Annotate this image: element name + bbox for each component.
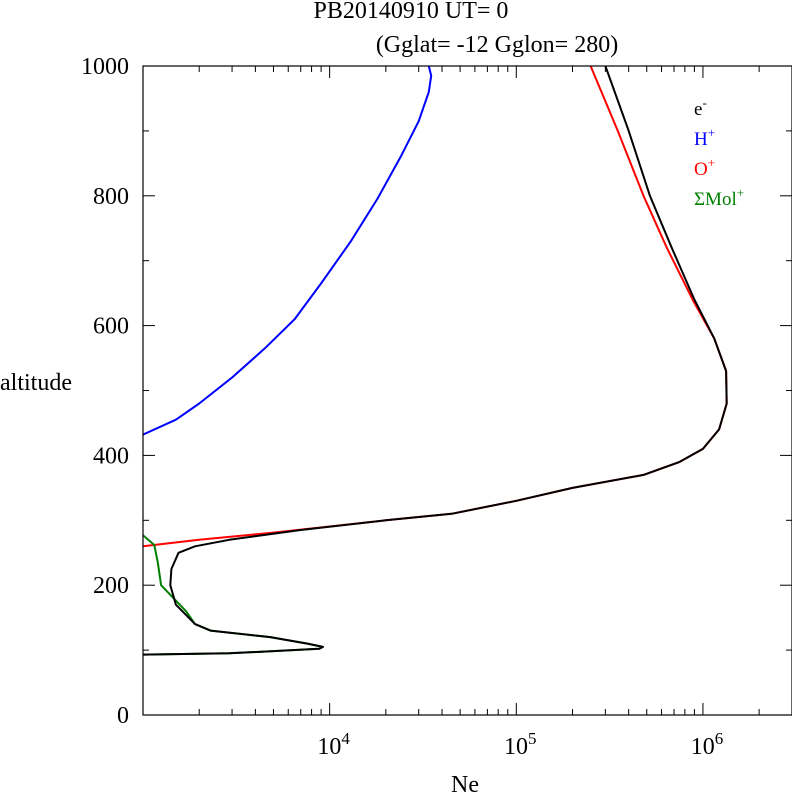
x-tick-base: 10 [504,734,528,760]
legend-superscript: - [702,95,706,110]
series-line-e [143,66,728,656]
legend-superscript: + [708,125,715,140]
x-tick-label: 105 [504,729,537,760]
y-axis-label: altitude [0,370,72,396]
legend-label: O [694,159,708,180]
legend-superscript: + [708,155,715,170]
legend-entry: H+ [694,125,715,150]
series-lines [143,66,728,656]
series-line-h [143,66,433,436]
x-tick-base: 10 [691,734,715,760]
legend-label: ΣMol [694,189,737,210]
legend-entry: O+ [694,155,715,180]
legend-entry: e- [694,95,707,120]
x-tick-exponent: 5 [528,729,537,748]
chart-title: PB20140910 UT= 0 [314,0,509,24]
x-axis-label: Ne [451,772,479,795]
y-tick-label: 0 [117,703,129,729]
y-tick-label: 400 [93,443,129,469]
x-tick-label: 106 [691,729,724,760]
legend-entry: ΣMol+ [694,185,744,210]
legend-label: H [694,129,708,150]
legend-label: e [694,99,702,120]
y-tick-label: 1000 [81,54,129,80]
x-tick-exponent: 6 [715,729,724,748]
legend: e-H+O+ΣMol+ [694,95,744,210]
y-tick-label: 800 [93,184,129,210]
chart-subtitle: (Gglat= -12 Gglon= 280) [376,32,618,58]
series-line-o [143,66,728,548]
x-tick-base: 10 [317,734,341,760]
legend-superscript: + [737,185,744,200]
x-tick-exponent: 4 [341,729,350,748]
y-tick-label: 600 [93,314,129,340]
plot-frame [142,65,792,716]
series-line-mol [143,534,324,656]
y-tick-label: 200 [93,573,129,599]
x-tick-label: 104 [317,729,350,760]
